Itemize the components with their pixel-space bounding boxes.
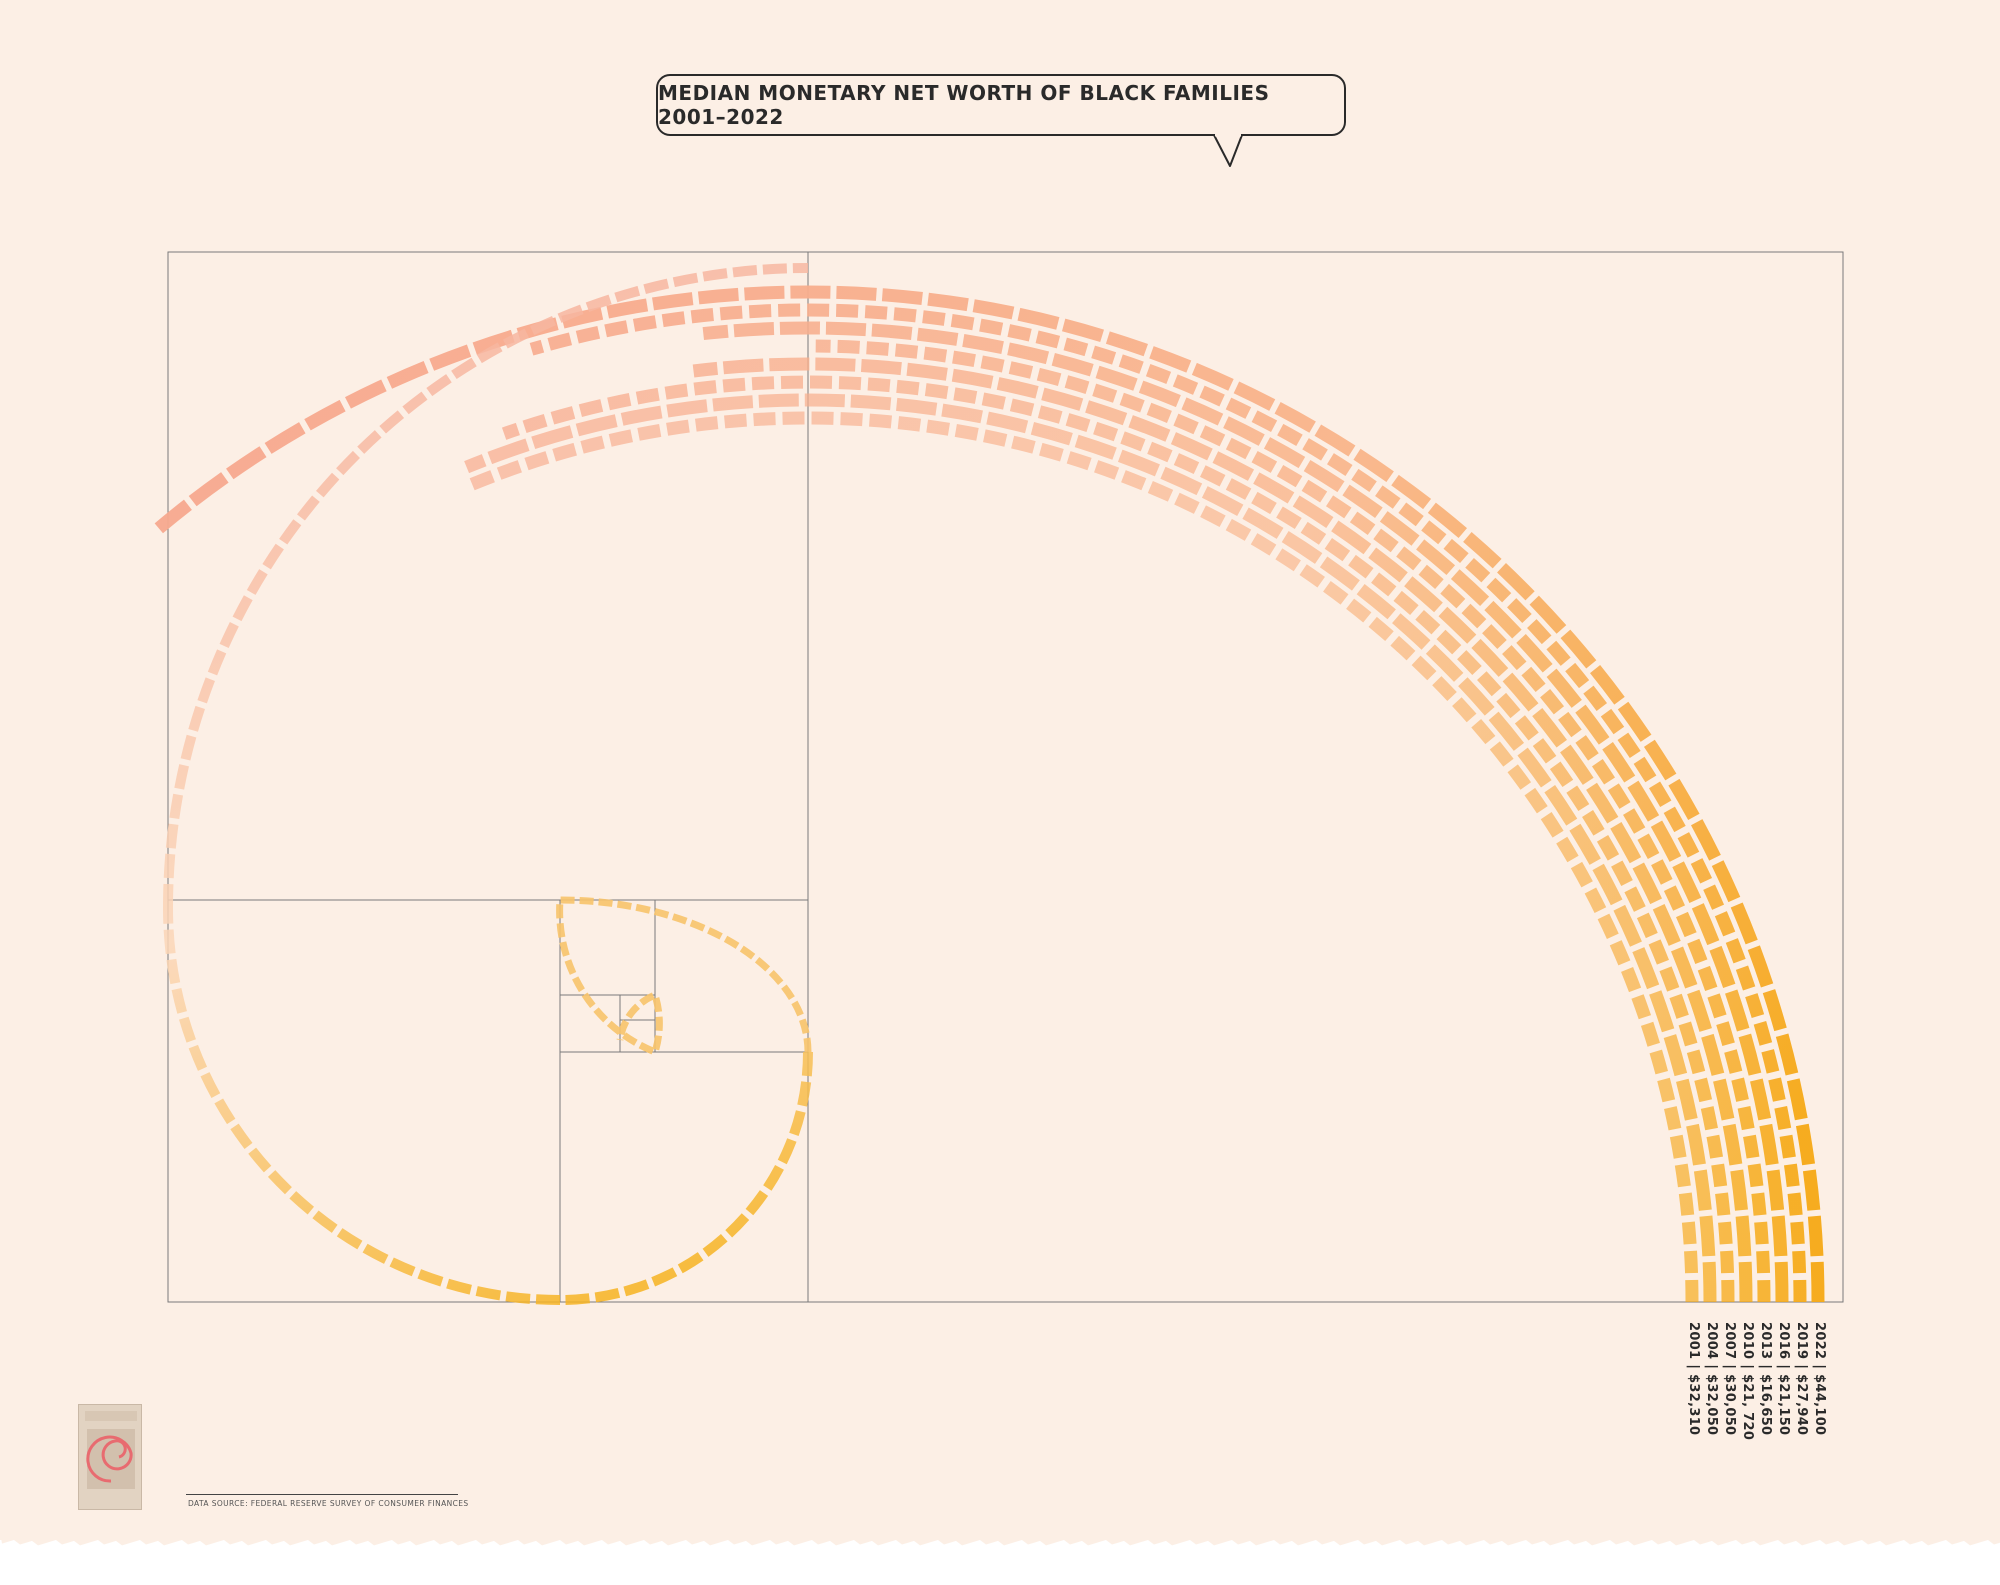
spiral-arc-2007 <box>501 375 1735 1303</box>
spiral-arc-2010 <box>692 357 1753 1303</box>
spiral-arc-2004 <box>464 393 1717 1303</box>
spiral-arc-2022 <box>154 285 1825 1303</box>
source-rule <box>186 1494 458 1495</box>
speech-bubble-tail <box>1213 134 1243 167</box>
spiral-chart <box>154 251 1844 1305</box>
deckle-edge <box>0 1532 2000 1546</box>
spiral-coil <box>556 896 812 1057</box>
data-source-note: DATA SOURCE: FEDERAL RESERVE SURVEY OF C… <box>188 1499 469 1508</box>
spiral-arc-2001 <box>465 411 1699 1303</box>
golden-ratio-grid <box>167 251 1844 1303</box>
spiral-arc-2013 <box>815 339 1771 1303</box>
thumbnail-swatch <box>78 1404 142 1510</box>
spiral-tail <box>163 263 813 1305</box>
spiral-arcs <box>154 263 1825 1305</box>
spiral-arc-2019 <box>529 303 1807 1303</box>
title-speech-bubble: MEDIAN MONETARY NET WORTH OF BLACK FAMIL… <box>656 74 1346 136</box>
chart-title: MEDIAN MONETARY NET WORTH OF BLACK FAMIL… <box>658 81 1270 129</box>
spiral-arc-2016 <box>702 321 1789 1303</box>
